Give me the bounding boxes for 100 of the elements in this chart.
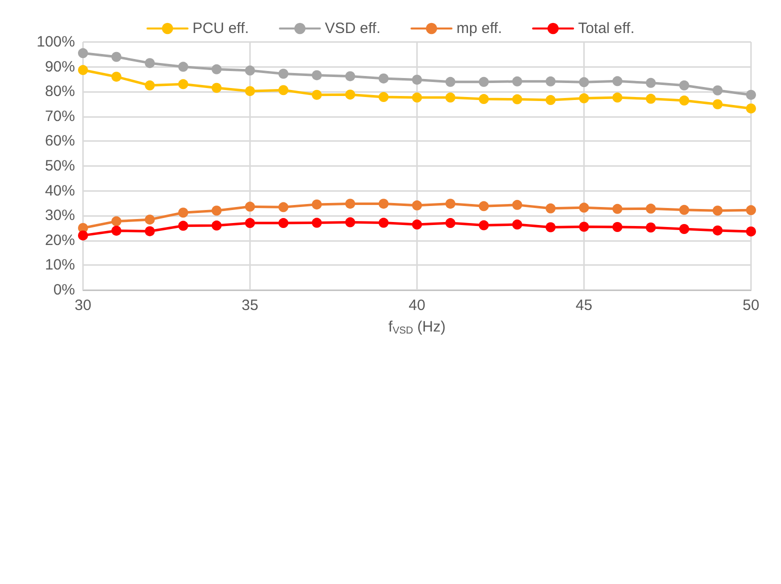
point	[378, 92, 389, 102]
point	[579, 77, 589, 88]
point	[679, 96, 690, 106]
point	[345, 90, 356, 100]
x-tick-label: 50	[742, 297, 760, 314]
point	[746, 205, 756, 216]
point	[746, 90, 756, 100]
point	[278, 218, 288, 228]
point	[478, 76, 489, 87]
x-tick-label: 35	[242, 297, 258, 314]
point	[679, 224, 690, 234]
y-tick-label: 40%	[44, 182, 75, 200]
point	[111, 216, 122, 226]
point	[712, 99, 723, 110]
y-tick-label: 30%	[44, 207, 75, 224]
point	[579, 222, 589, 232]
point	[746, 103, 756, 114]
point	[312, 218, 322, 228]
point	[612, 222, 622, 232]
point	[612, 204, 622, 214]
y-tick-label: 100%	[36, 34, 75, 50]
point	[212, 64, 222, 74]
point	[546, 95, 556, 106]
point	[546, 203, 556, 214]
point	[144, 80, 155, 90]
point	[245, 218, 255, 228]
point	[144, 58, 155, 68]
point	[312, 70, 322, 80]
point	[679, 204, 690, 215]
point	[412, 220, 422, 230]
point	[378, 198, 389, 209]
point	[478, 94, 489, 104]
point	[412, 200, 422, 210]
y-tick-label: 70%	[44, 108, 75, 125]
point	[245, 86, 255, 96]
legend-label: VSD eff.	[324, 20, 381, 37]
x-tick-label: 30	[74, 297, 92, 314]
x-tick-label: 40	[408, 297, 426, 314]
point	[378, 73, 389, 84]
point	[512, 200, 522, 210]
point	[445, 76, 456, 87]
point	[412, 74, 422, 85]
point	[546, 222, 556, 232]
point	[178, 208, 188, 218]
point	[712, 225, 723, 236]
point	[646, 204, 656, 214]
point	[245, 202, 255, 212]
point	[512, 76, 522, 86]
point	[412, 92, 422, 103]
legend-label: PCU eff.	[192, 20, 249, 37]
point	[646, 222, 656, 232]
point	[746, 226, 756, 236]
point	[278, 68, 288, 79]
point	[646, 78, 656, 88]
y-tick-label: 50%	[44, 158, 75, 174]
point	[345, 71, 356, 82]
point	[712, 85, 723, 96]
point	[312, 90, 322, 100]
point	[111, 52, 122, 62]
point	[245, 66, 255, 76]
point	[144, 226, 155, 236]
point	[345, 198, 356, 209]
point	[312, 199, 322, 210]
point	[512, 94, 522, 104]
point	[445, 218, 456, 228]
point	[378, 218, 389, 228]
point	[679, 80, 690, 90]
legend-label: mp eff.	[456, 20, 502, 37]
point	[579, 202, 589, 213]
point	[612, 76, 622, 86]
point	[212, 206, 222, 216]
point	[78, 230, 88, 240]
point	[712, 206, 723, 216]
x-tick-label: 45	[576, 297, 592, 314]
point	[345, 217, 356, 228]
legend-label: Total eff.	[578, 20, 635, 37]
point	[478, 220, 489, 230]
y-tick-label: 0%	[53, 282, 75, 298]
point	[278, 202, 288, 212]
point	[78, 48, 88, 58]
y-tick-label: 80%	[44, 83, 75, 100]
point	[478, 201, 489, 212]
point	[646, 94, 656, 104]
y-tick-label: 20%	[44, 232, 75, 249]
point	[111, 226, 122, 236]
point	[445, 92, 456, 103]
point	[78, 65, 88, 76]
point	[178, 220, 188, 231]
point	[212, 82, 222, 93]
point	[178, 62, 188, 72]
y-tick-label: 10%	[44, 256, 75, 274]
point	[512, 220, 522, 230]
point	[445, 198, 456, 209]
point	[178, 79, 188, 90]
point	[212, 220, 222, 231]
point	[111, 72, 122, 82]
point	[612, 92, 622, 103]
point	[579, 93, 589, 104]
point	[144, 214, 155, 225]
point	[278, 85, 288, 96]
